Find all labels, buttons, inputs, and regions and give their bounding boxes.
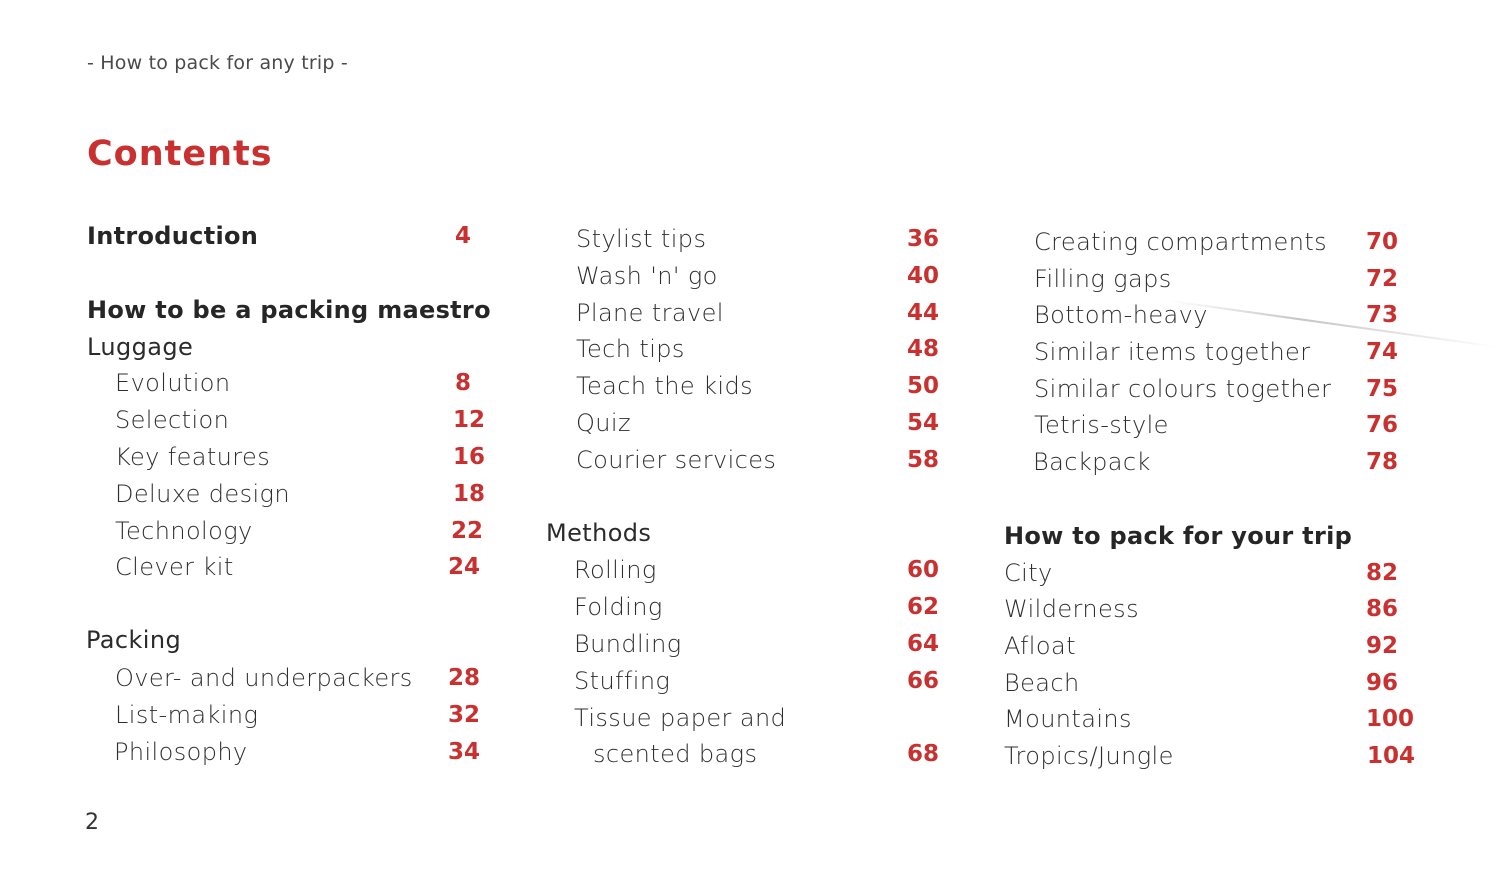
subsection-heading-label: Luggage [87, 333, 194, 361]
toc-entry-label: Rolling [574, 556, 657, 584]
section-heading-label: How to pack for your trip [1004, 522, 1353, 550]
toc-entry-label: Technology [115, 517, 253, 545]
toc-entry-page: 78 [1366, 449, 1399, 475]
toc-entry-page: 28 [448, 665, 481, 691]
toc-entry-label: Philosophy [114, 738, 248, 766]
toc-entry-page: 48 [907, 336, 940, 362]
toc-entry-label: Wilderness [1004, 595, 1139, 623]
toc-entry-page: 92 [1366, 633, 1399, 659]
toc-entry-page: 73 [1366, 302, 1399, 328]
toc-entry-page: 40 [907, 263, 940, 289]
toc-entry-label: Evolution [115, 369, 231, 397]
toc-entry-page: 76 [1366, 412, 1399, 438]
toc-entry-label: Tech tips [576, 335, 685, 363]
toc-entry-page: 8 [455, 370, 472, 396]
subsection-heading-label: Packing [86, 626, 182, 654]
toc-entry-label: Tropics/Jungle [1004, 742, 1174, 770]
toc-entry-page: 22 [451, 518, 484, 544]
section-heading-label: How to be a packing maestro [87, 296, 491, 324]
page-number: 2 [85, 810, 99, 835]
toc-entry-page: 24 [448, 554, 481, 580]
toc-entry-page: 18 [453, 481, 486, 507]
toc-entry-label: scented bags [593, 740, 758, 768]
toc-entry-label: Quiz [576, 409, 631, 437]
toc-entry-page: 34 [448, 739, 481, 765]
toc-entry-page: 44 [907, 300, 940, 326]
toc-entry-label: Courier services [576, 446, 777, 474]
toc-entry-label: Folding [574, 593, 663, 621]
toc-entry-label: Filling gaps [1034, 265, 1172, 293]
toc-entry-page: 16 [453, 444, 486, 470]
toc-entry-label: Deluxe design [115, 480, 290, 508]
toc-entry-label: Afloat [1004, 632, 1076, 660]
contents-title: Contents [87, 134, 273, 174]
toc-entry-page: 70 [1366, 229, 1399, 255]
toc-entry-label: Backpack [1033, 448, 1151, 476]
toc-entry-label: Clever kit [115, 553, 234, 581]
subsection-heading-label: Methods [546, 519, 652, 547]
toc-entry-label: Introduction [87, 222, 259, 250]
toc-entry-page: 66 [907, 668, 940, 694]
toc-entry-page: 100 [1366, 706, 1415, 732]
toc-entry-page: 50 [907, 373, 940, 399]
toc-entry-label: Bundling [574, 630, 682, 658]
toc-entry-page: 75 [1366, 376, 1399, 402]
toc-entry-label: Tissue paper and [574, 704, 787, 732]
toc-entry-label: Tetris-style [1034, 411, 1169, 439]
toc-entry-page: 62 [907, 594, 940, 620]
toc-entry-page: 60 [907, 557, 940, 583]
toc-entry-label: Stuffing [574, 667, 671, 695]
toc-entry-label: Wash 'n' go [576, 262, 718, 290]
toc-entry-page: 96 [1366, 670, 1399, 696]
toc-entry-label: Mountains [1004, 705, 1132, 733]
toc-entry-label: Creating compartments [1034, 228, 1328, 256]
toc-entry-label: Plane travel [576, 299, 724, 327]
toc-entry-label: Bottom-heavy [1034, 301, 1208, 329]
toc-entry-page: 64 [907, 631, 940, 657]
toc-entry-label: Key features [115, 443, 271, 471]
toc-entry-label: Beach [1004, 669, 1080, 697]
toc-entry-page: 68 [907, 741, 940, 767]
toc-entry-page: 54 [907, 410, 940, 436]
running-head: - How to pack for any trip - [87, 52, 348, 74]
toc-entry-page: 12 [453, 407, 486, 433]
toc-entry-label: Similar items together [1034, 338, 1311, 366]
toc-entry-label: Selection [115, 406, 230, 434]
toc-entry-label: Over- and underpackers [115, 664, 413, 692]
toc-entry-label: Similar colours together [1034, 375, 1332, 403]
toc-entry-page: 82 [1366, 560, 1399, 586]
toc-entry-label: List-making [115, 701, 259, 729]
toc-entry-page: 74 [1366, 339, 1399, 365]
toc-entry-label: City [1004, 559, 1053, 587]
toc-entry-label: Teach the kids [576, 372, 754, 400]
toc-entry-page: 86 [1366, 596, 1399, 622]
toc-entry-page: 4 [455, 223, 472, 249]
toc-entry-page: 58 [907, 447, 940, 473]
toc-entry-page: 72 [1366, 266, 1399, 292]
toc-entry-label: Stylist tips [576, 225, 707, 253]
toc-entry-page: 32 [448, 702, 481, 728]
toc-entry-page: 104 [1367, 743, 1416, 769]
toc-entry-page: 36 [907, 226, 940, 252]
